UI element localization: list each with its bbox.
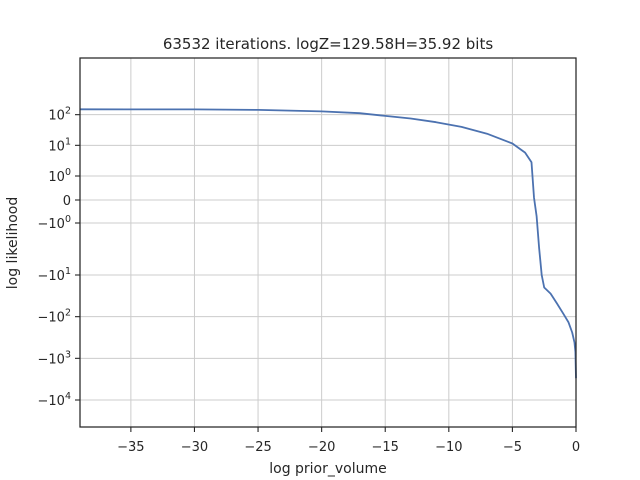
x-tick-label: −20	[308, 440, 335, 455]
plot-area	[79, 108, 577, 379]
x-axis: −35 −30 −25 −20 −15 −10 −5 0	[117, 427, 580, 455]
x-axis-label: log prior_volume	[269, 461, 387, 477]
y-tick-label: −103	[38, 349, 71, 367]
y-tick-label: −100	[38, 214, 71, 232]
x-tick-label: −25	[244, 440, 271, 455]
y-tick-label: 101	[48, 136, 71, 154]
x-tick-label: −35	[117, 440, 144, 455]
y-axis-label: log likelihood	[5, 197, 21, 289]
chart-title: 63532 iterations. logZ=129.58H=35.92 bit…	[163, 35, 494, 53]
y-tick-label: −102	[38, 308, 71, 326]
y-tick-label: 100	[48, 167, 71, 185]
y-axis: 102 101 100 0 −100 −101 −102 −103 −104	[38, 106, 80, 409]
x-tick-label: −30	[181, 440, 208, 455]
y-tick-label: 102	[48, 106, 71, 124]
y-tick-label: −104	[38, 391, 71, 409]
series-line	[79, 108, 577, 379]
x-tick-label: −10	[435, 440, 462, 455]
axes-frame	[79, 57, 577, 428]
grid	[80, 58, 577, 427]
x-tick-label: −15	[372, 440, 399, 455]
y-tick-label: −101	[38, 266, 71, 284]
x-tick-label: 0	[572, 440, 580, 455]
y-tick-label: 0	[63, 194, 71, 209]
x-tick-label: −5	[503, 440, 522, 455]
